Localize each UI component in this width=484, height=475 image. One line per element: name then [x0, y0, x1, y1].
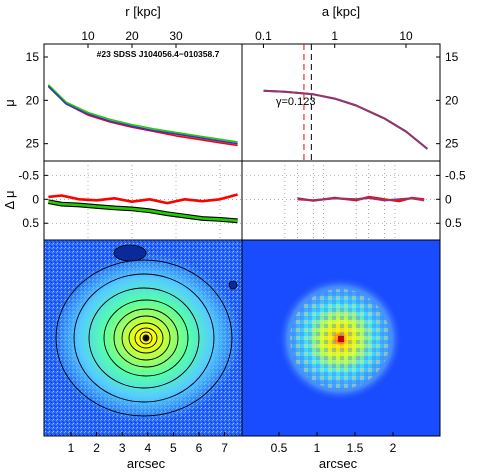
ytick-left: 0 [32, 192, 39, 206]
ylabel-mid: Δ μ [2, 190, 17, 209]
top-axis-label-left: r [kpc] [125, 4, 160, 19]
series-line-red [48, 193, 238, 205]
panel-frame [241, 160, 441, 241]
ytick-left: 0.5 [22, 216, 39, 230]
contour-line [113, 308, 179, 368]
bottom-axis-label-left: arcsec [127, 456, 166, 471]
contour-line [134, 327, 158, 349]
ytick-left: -0.5 [18, 168, 39, 182]
bottom-tick-right: 1 [314, 441, 321, 455]
ytick-right: -0.5 [445, 168, 466, 182]
contour-line [128, 322, 164, 354]
panel-frame [241, 43, 441, 162]
ytick-right: 0.5 [445, 216, 462, 230]
bottom-tick-right: 1.5 [347, 441, 364, 455]
top-tick-right: 10 [399, 29, 413, 43]
bottom-tick-left: 3 [119, 441, 126, 455]
galaxy-core [143, 335, 149, 341]
bottom-tick-left: 5 [170, 441, 177, 455]
contour-line [73, 273, 215, 403]
contour-line [103, 299, 189, 377]
contour-line [121, 315, 171, 361]
top-tick-left: 10 [81, 29, 95, 43]
bottom-axis-label-right: arcsec [319, 456, 358, 471]
contour-line [142, 334, 150, 342]
contour-line [55, 259, 233, 417]
edge-source [228, 280, 238, 290]
ylabel-top: μ [2, 99, 17, 107]
series-line-blue [47, 85, 238, 145]
ytick-left: 15 [26, 50, 40, 64]
ytick-left: 20 [26, 93, 40, 107]
ytick-left: 25 [26, 137, 40, 151]
top-tick-right: 1 [331, 29, 338, 43]
top-axis-label-right: a [kpc] [322, 4, 360, 19]
bottom-tick-left: 4 [144, 441, 151, 455]
gamma-label: γ=0.123 [276, 96, 315, 108]
companion-source [113, 244, 147, 262]
series-line-green [48, 200, 238, 223]
galaxy-core-right [338, 336, 344, 342]
series-line-purple [297, 196, 425, 202]
contour-line [139, 331, 153, 345]
bottom-tick-left: 7 [221, 441, 228, 455]
series-line-red [47, 85, 238, 147]
bottom-tick-left: 2 [93, 441, 100, 455]
series-line-purple [263, 89, 429, 150]
contour-line [88, 287, 200, 389]
series-line-green [47, 84, 238, 143]
top-tick-left: 30 [169, 29, 183, 43]
ytick-right: 20 [445, 93, 459, 107]
panel-frame [43, 43, 243, 162]
top-tick-right: 0.1 [255, 29, 272, 43]
bottom-tick-right: 2 [390, 441, 397, 455]
ytick-right: 15 [445, 50, 459, 64]
top-tick-left: 20 [125, 29, 139, 43]
bottom-tick-left: 1 [68, 441, 75, 455]
bottom-tick-left: 6 [196, 441, 203, 455]
panel-frame [241, 239, 441, 437]
ytick-right: 25 [445, 137, 459, 151]
ytick-right: 0 [445, 192, 452, 206]
bottom-tick-right: 0.5 [271, 441, 288, 455]
object-label: #23 SDSS J104056.4−010358.7 [97, 49, 220, 59]
